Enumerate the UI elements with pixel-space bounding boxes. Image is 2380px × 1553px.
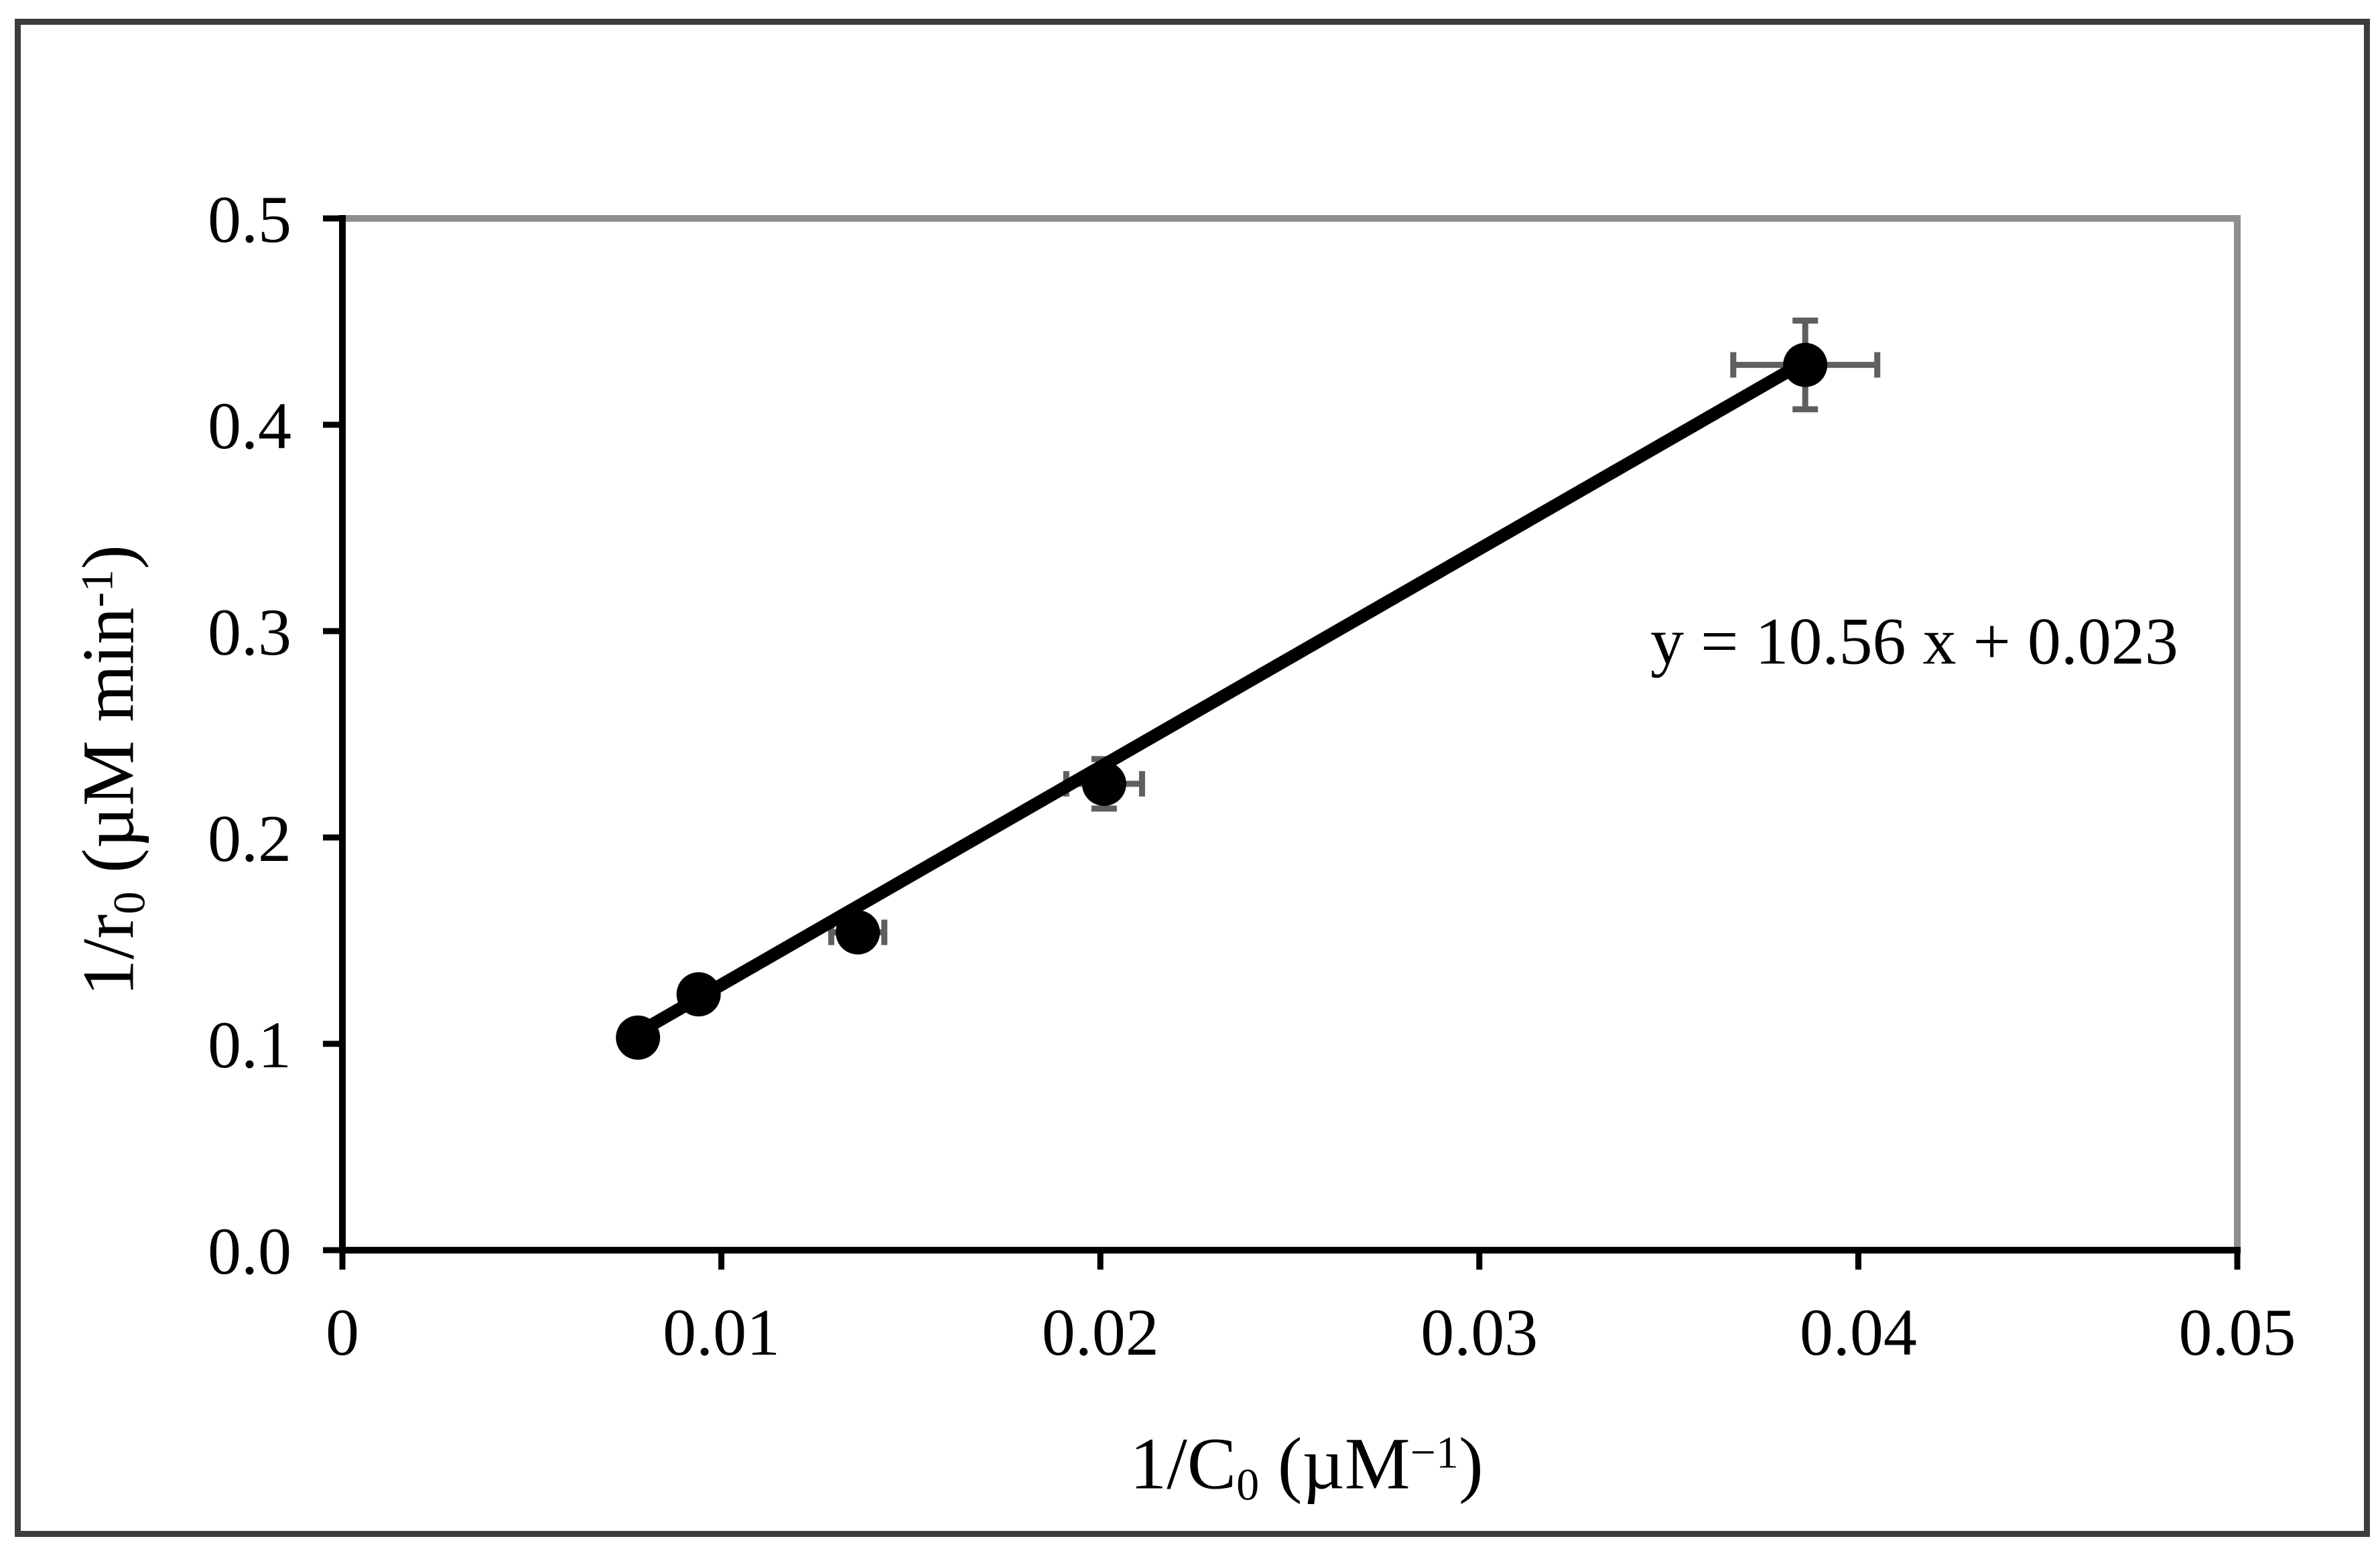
x-tick-label: 0.02 <box>1042 1295 1159 1369</box>
y-tick-label: 0.5 <box>208 182 291 257</box>
label-fragment: ) <box>1459 1422 1483 1505</box>
data-point-marker <box>836 910 880 955</box>
label-fragment: 0 <box>103 891 155 915</box>
figure-frame <box>15 19 2370 1537</box>
label-fragment: -1 <box>71 569 123 608</box>
x-tick-label: 0 <box>326 1295 359 1369</box>
label-fragment: ) <box>67 545 149 569</box>
label-fragment: −1 <box>1410 1426 1459 1478</box>
trendline <box>635 356 1808 1038</box>
label-fragment: (µM <box>1259 1422 1410 1505</box>
data-point-marker <box>1081 761 1126 806</box>
label-fragment: 1/r <box>67 914 149 996</box>
x-tick-label: 0.03 <box>1420 1295 1538 1369</box>
y-tick-label: 0.4 <box>208 389 291 463</box>
y-tick-label: 0.2 <box>208 801 291 876</box>
y-tick-label: 0.0 <box>208 1214 291 1288</box>
label-fragment: (µM min <box>67 607 149 892</box>
y-tick-label: 0.1 <box>208 1008 291 1082</box>
x-tick-label: 0.05 <box>2179 1295 2296 1369</box>
y-tick-label: 0.3 <box>208 595 291 669</box>
x-tick-label: 0.01 <box>663 1295 780 1369</box>
label-fragment: 0 <box>1236 1459 1260 1510</box>
data-point-marker <box>616 1015 661 1060</box>
label-fragment: 1/C <box>1130 1422 1237 1505</box>
x-tick-label: 0.04 <box>1800 1295 1917 1369</box>
y-axis-title: 1/r0 (µM min-1) <box>66 545 155 996</box>
data-point-marker <box>676 972 721 1017</box>
x-axis-title: 1/C0 (µM−1) <box>1130 1422 1483 1507</box>
data-point-marker <box>1783 342 1828 387</box>
fit-equation-label: y = 10.56 x + 0.023 <box>1650 604 2178 679</box>
